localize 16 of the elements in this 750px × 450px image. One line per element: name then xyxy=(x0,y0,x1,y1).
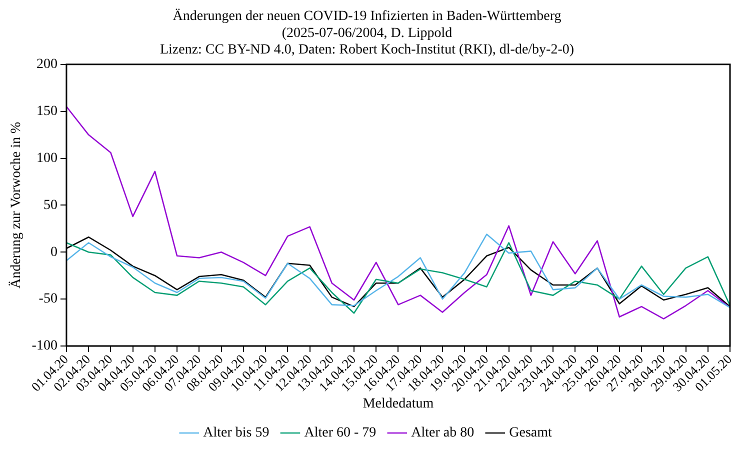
y-tick-label: 100 xyxy=(36,150,58,166)
legend-label: Gesamt xyxy=(509,426,552,441)
legend-label: Alter 60 - 79 xyxy=(304,426,376,441)
y-tick-label: 150 xyxy=(36,104,58,120)
text: Änderungen der neuen COVID-19 Infizierten in Baden-Württemberg xyxy=(172,9,562,24)
text: Lizenz: CC BY-ND 4.0, Daten: Robert Koch-Institut (RKI), dl-de/by-2-0) xyxy=(160,42,574,58)
y-tick-label: 0 xyxy=(50,244,58,260)
legend-label: Alter ab 80 xyxy=(411,426,474,441)
y-tick-label: -100 xyxy=(32,338,58,354)
text: (2025-07-06/2004, D. Lippold xyxy=(282,26,452,41)
y-tick-label: 50 xyxy=(43,198,58,213)
y-tick-label: -50 xyxy=(38,292,58,307)
y-tick-label: 200 xyxy=(36,57,58,72)
y-axis-title: Änderung zur Vorwoche in % xyxy=(8,122,24,289)
x-axis-title: Meldedatum xyxy=(362,396,434,412)
legend-label: Alter bis 59 xyxy=(203,426,270,441)
